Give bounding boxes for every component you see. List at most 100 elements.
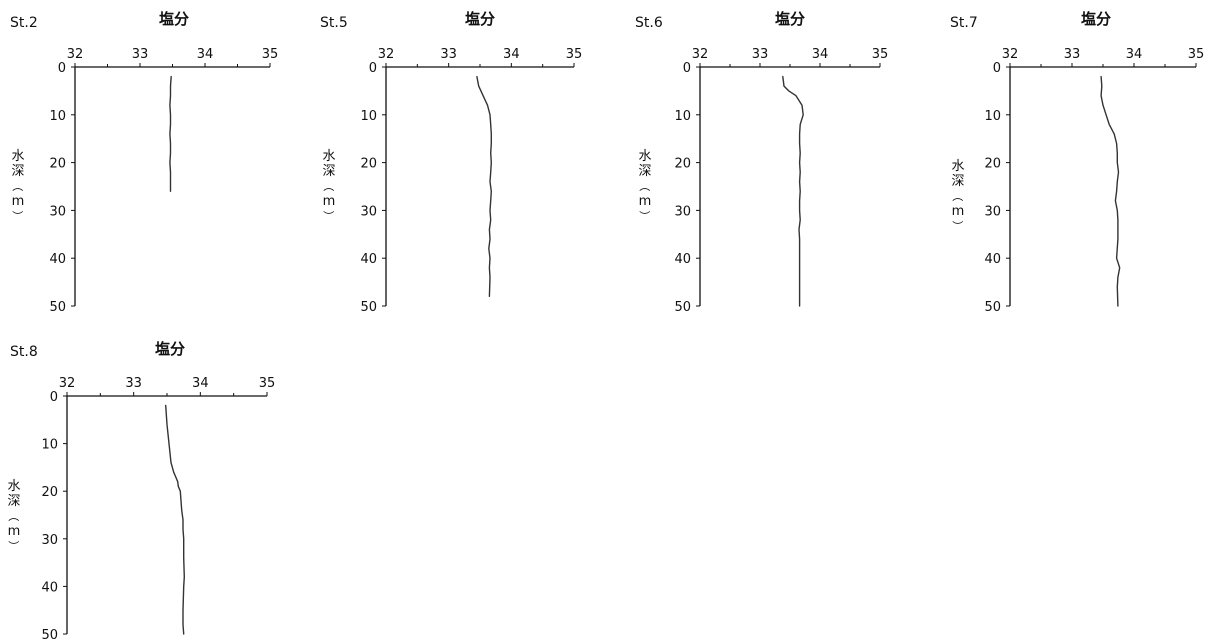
chart-title: 塩分 [159,10,189,28]
x-tick-label: 32 [59,376,76,391]
y-tick-label: 30 [674,204,691,219]
y-axis-label-char: （ [951,191,964,202]
chart-title: 塩分 [1081,10,1111,28]
y-axis-label-char: ） [11,211,24,222]
y-tick-label: 0 [369,61,377,76]
x-tick-label: 35 [872,47,889,62]
x-tick-label: 35 [566,47,583,62]
x-tick-label: 34 [812,47,829,62]
x-tick-label: 35 [262,47,279,62]
x-tick-label: 35 [1188,47,1205,62]
y-tick-label: 40 [360,252,377,267]
y-tick-label: 10 [41,438,58,453]
y-axis-label-char: m [12,194,25,209]
station-label: St.8 [10,344,38,360]
x-tick-label: 34 [503,47,520,62]
x-tick-label: 32 [692,47,709,62]
chart-panel-2: St.5 塩分 32 33 34 35 0 10 20 30 40 50 水深 （ m ） [320,10,582,315]
x-tick-label: 34 [1126,47,1143,62]
y-tick-label: 30 [49,204,66,219]
x-tick-label: 34 [197,47,214,62]
x-tick-label: 32 [378,47,395,62]
y-tick-label: 10 [674,109,691,124]
chart-panel-3: St.6 塩分 32 33 34 35 0 10 20 30 40 50 水深 （ m ） [635,10,888,315]
y-axis-label-char: ） [638,211,651,222]
x-tick-label: 35 [259,376,276,391]
y-tick-label: 0 [683,61,691,76]
y-axis-label-char: m [8,524,21,539]
salinity-profile-line [782,75,804,307]
y-axis-label-char: m [639,194,652,209]
x-tick-label: 33 [440,47,457,62]
y-axis-label: 水深 （ m ） [7,479,21,552]
y-tick-label: 10 [984,109,1001,124]
y-tick-label: 50 [984,300,1001,315]
y-axis-label-char: 水 [638,149,651,164]
chart-panel-1: St.2 塩分 32 33 34 35 0 10 20 30 40 50 水深 （ m ） [10,10,278,315]
y-tick-label: 20 [49,157,66,172]
x-tick-label: 33 [1064,47,1081,62]
y-axis-label-char: （ [11,181,24,192]
y-axis-label: 水深 （ m ） [951,159,965,232]
chart-panel-5: St.8 塩分 32 33 34 35 0 10 20 30 40 50 水深 （ m ） [7,340,275,643]
y-tick-label: 20 [674,157,691,172]
y-tick-label: 40 [41,580,58,595]
y-axis-label-char: （ [638,181,651,192]
x-tick-label: 33 [752,47,769,62]
y-tick-label: 10 [360,109,377,124]
y-tick-label: 50 [674,300,691,315]
y-tick-label: 30 [360,204,377,219]
chart-title: 塩分 [775,10,805,28]
y-tick-label: 40 [984,252,1001,267]
x-tick-label: 32 [67,47,84,62]
y-axis-label-char: m [952,204,965,219]
salinity-profile-line [164,404,186,635]
y-axis-label-char: 深 [7,494,20,509]
y-axis-label-char: 水 [11,149,24,164]
y-tick-label: 0 [993,61,1001,76]
x-tick-label: 33 [132,47,149,62]
y-axis-label-char: 深 [11,164,24,179]
y-tick-label: 20 [984,157,1001,172]
y-axis-label-char: ） [322,211,335,222]
y-axis-label-char: ） [951,221,964,232]
y-tick-label: 30 [41,533,58,548]
salinity-profile-line [169,75,172,193]
y-axis-label-char: 深 [322,164,335,179]
salinity-profile-line [1100,75,1121,307]
x-tick-label: 34 [192,376,209,391]
y-tick-label: 20 [41,485,58,500]
chart-title: 塩分 [465,10,495,28]
y-tick-label: 40 [674,252,691,267]
y-axis-label-char: 水 [322,149,335,164]
y-axis-label-char: m [323,194,336,209]
x-tick-label: 32 [1002,47,1019,62]
station-label: St.7 [950,15,978,31]
chart-panel-4: St.7 塩分 32 33 34 35 0 10 20 30 40 50 水深 （ m ） [950,10,1204,315]
y-tick-label: 20 [360,157,377,172]
y-tick-label: 50 [49,300,66,315]
y-axis-label: 水深 （ m ） [638,149,652,222]
y-axis-label-char: （ [322,181,335,192]
chart-title: 塩分 [155,340,185,358]
y-axis-label-char: （ [7,511,20,522]
y-axis-label: 水深 （ m ） [11,149,25,222]
y-axis-label-char: 深 [638,164,651,179]
y-tick-label: 10 [49,109,66,124]
y-axis-label-char: 水 [7,479,20,494]
y-axis-label-char: 水 [951,159,964,174]
station-label: St.2 [10,15,38,31]
y-tick-label: 30 [984,204,1001,219]
y-tick-label: 50 [360,300,377,315]
y-tick-label: 40 [49,252,66,267]
salinity-profile-line [476,75,492,298]
station-label: St.6 [635,15,663,31]
y-tick-label: 50 [41,628,58,643]
y-axis-label-char: ） [7,541,20,552]
y-tick-label: 0 [50,390,58,405]
y-tick-label: 0 [58,61,66,76]
station-label: St.5 [320,15,348,31]
y-axis-label: 水深 （ m ） [322,149,336,222]
x-tick-label: 33 [125,376,142,391]
